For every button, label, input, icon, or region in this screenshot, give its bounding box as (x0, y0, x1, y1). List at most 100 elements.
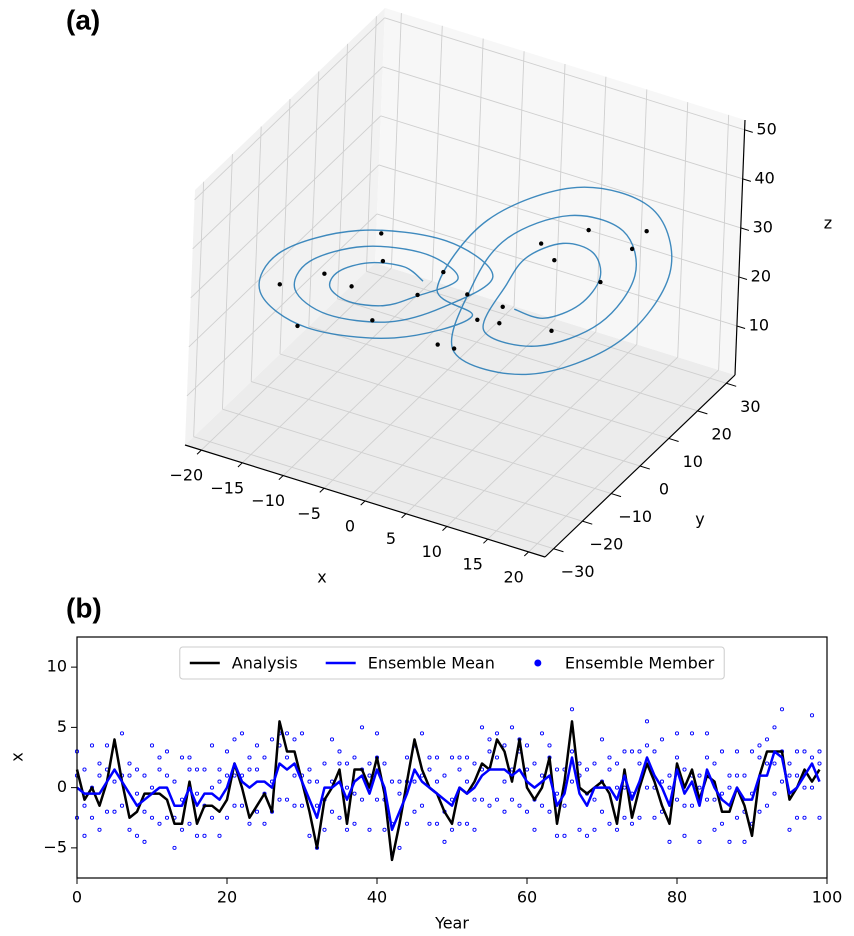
member-point (652, 749, 657, 754)
tick-mark (611, 493, 622, 498)
member-point (307, 767, 312, 772)
member-point (284, 731, 290, 736)
member-point (802, 815, 807, 820)
member-point (787, 761, 792, 766)
point (380, 258, 386, 264)
member-point (82, 833, 87, 838)
member-point (367, 761, 372, 766)
member-point (704, 731, 710, 736)
member-point (607, 821, 612, 826)
member-point (569, 707, 575, 712)
legend: Analysis Ensemble Mean Ensemble Member (179, 646, 725, 680)
member-point (157, 821, 162, 826)
point (415, 292, 420, 298)
member-point (292, 803, 297, 808)
member-point (404, 821, 410, 826)
member-point (637, 815, 642, 820)
member-point (247, 767, 252, 772)
member-point (82, 803, 87, 808)
tick-mark (697, 410, 708, 415)
member-point (434, 779, 440, 784)
member-point (307, 779, 312, 784)
member-point (734, 749, 740, 754)
member-point (719, 821, 725, 826)
member-point (674, 797, 680, 802)
member-point (194, 767, 200, 772)
tick-mark (360, 500, 366, 506)
member-point (89, 743, 95, 748)
member-point (554, 833, 560, 838)
member-point (727, 785, 732, 790)
member-point (299, 803, 305, 808)
point (435, 342, 440, 347)
point (322, 271, 327, 276)
member-point (757, 809, 762, 814)
member-point (817, 761, 822, 766)
y-tick-label: 30 (740, 397, 760, 416)
z-tick-label: 10 (749, 315, 769, 334)
member-point (457, 755, 462, 760)
member-point (262, 755, 267, 760)
member-point (209, 785, 215, 790)
x-tick-label: −10 (251, 491, 285, 510)
tick-mark (523, 551, 529, 557)
tick-mark (483, 538, 489, 544)
member-point (352, 791, 357, 796)
z-axis-line (734, 119, 746, 376)
member-point (592, 797, 597, 802)
grid-line (378, 164, 739, 278)
member-point (464, 755, 470, 760)
grid-line (193, 181, 205, 437)
member-point (314, 779, 320, 784)
member-point (742, 839, 747, 844)
z-tick-label: 50 (756, 119, 776, 138)
tick-mark (582, 520, 593, 525)
member-point (479, 797, 485, 802)
member-point (569, 779, 575, 784)
member-point (344, 827, 350, 832)
x-axis-line (184, 444, 546, 558)
member-point (367, 773, 372, 778)
member-point (292, 737, 297, 742)
member-point (787, 827, 792, 832)
member-point (712, 761, 717, 766)
member-point (442, 773, 447, 778)
y-tick-label: 0 (659, 480, 669, 499)
member-point (134, 791, 140, 796)
member-point (629, 821, 635, 826)
member-point (614, 827, 620, 832)
member-point (419, 803, 425, 808)
member-point (172, 779, 177, 784)
member-point (502, 809, 507, 814)
grid-line (554, 63, 566, 320)
member-point (254, 743, 260, 748)
member-point (622, 815, 627, 820)
member-point (224, 815, 230, 820)
x-tick-label: 40 (367, 888, 387, 907)
member-point (157, 755, 162, 760)
member-point (652, 815, 657, 820)
member-point (637, 749, 642, 754)
member-point (697, 839, 702, 844)
member-point (134, 767, 140, 772)
x-tick-label: 20 (503, 567, 523, 586)
point (295, 323, 300, 329)
member-point (209, 815, 215, 820)
tick-mark (736, 325, 746, 329)
member-point (719, 791, 725, 796)
member-point (787, 773, 792, 778)
member-point (727, 839, 732, 844)
member-point (472, 761, 477, 766)
member-point (502, 743, 507, 748)
member-point (344, 785, 350, 790)
member-point (757, 743, 762, 748)
member-point (764, 761, 770, 766)
member-point (772, 725, 777, 730)
legend-label: Ensemble Member (565, 654, 715, 673)
member-point (187, 821, 192, 826)
member-point (352, 755, 357, 760)
point (500, 304, 505, 309)
member-point (674, 731, 680, 736)
member-point (742, 773, 747, 778)
member-point (682, 833, 687, 838)
